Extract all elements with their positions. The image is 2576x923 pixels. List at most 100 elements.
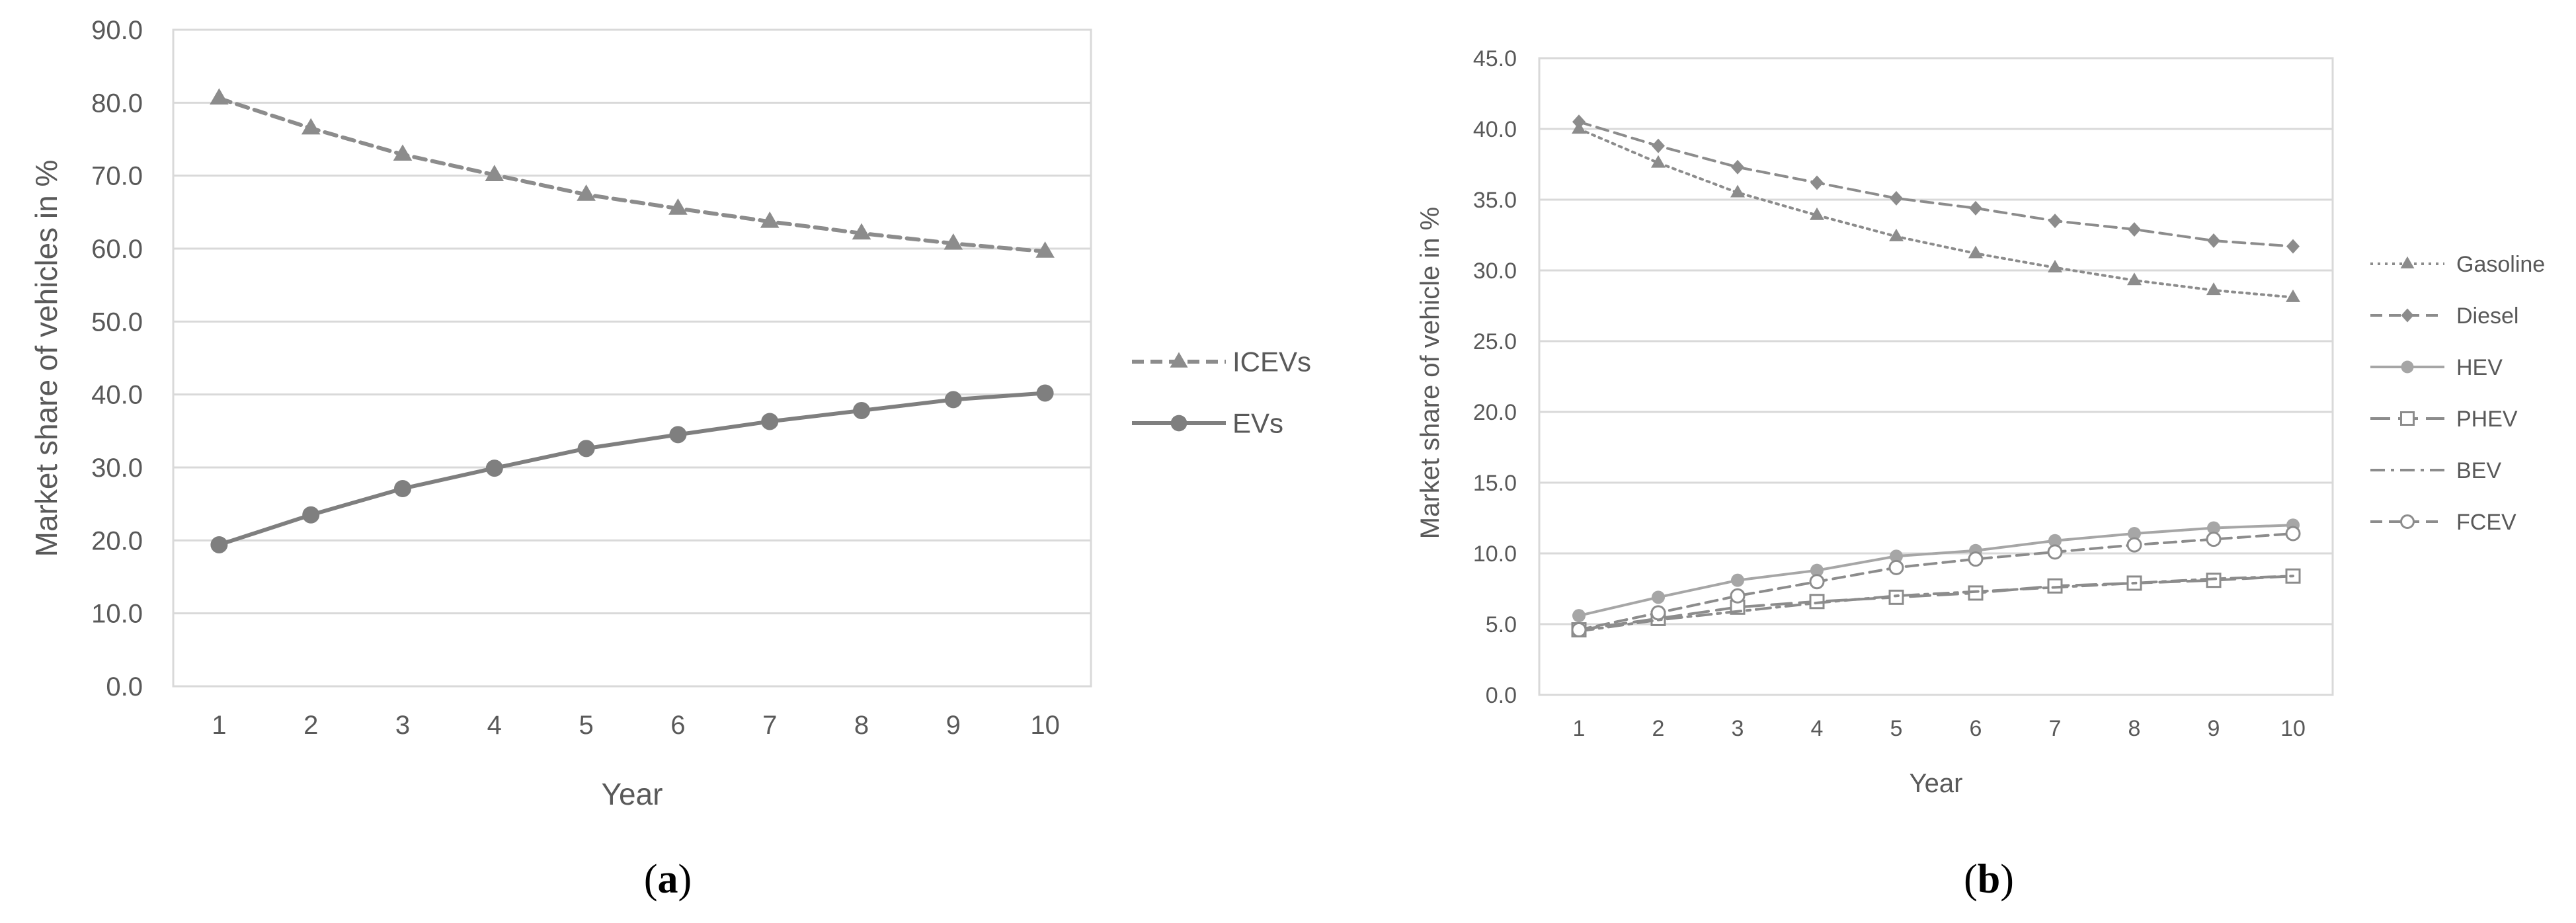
x-tick-label: 8 [2128, 716, 2141, 741]
data-point-diesel [1572, 114, 1586, 130]
x-tick-label: 6 [670, 711, 685, 740]
data-point-fcev [1888, 559, 1904, 575]
x-axis-label: Year [1910, 769, 1963, 798]
data-point-gasoline [1730, 184, 1745, 198]
legend-label-fcev: FCEV [2456, 510, 2516, 535]
x-tick-label: 1 [1573, 716, 1586, 741]
data-point-evs [761, 413, 779, 430]
x-tick-label: 1 [212, 711, 226, 740]
y-tick-label: 50.0 [91, 307, 143, 337]
series-line-diesel [1578, 120, 2294, 248]
y-tick-label: 20.0 [1473, 400, 1517, 425]
data-point-evs [394, 479, 411, 497]
y-tick-label: 35.0 [1473, 188, 1517, 213]
data-point-hev [1810, 563, 1824, 577]
data-point-evs [210, 536, 228, 553]
y-tick-label: 5.0 [1486, 612, 1517, 637]
y-tick-label: 80.0 [91, 89, 143, 118]
chart-panel-a: 0.0 10.0 20.0 30.0 40.0 50.0 60.0 70.0 80.0 9 0.0 … [29, 16, 1311, 902]
x-tick-label: 2 [1652, 716, 1665, 741]
data-point-gasoline [2286, 289, 2300, 302]
x-tick-label: 10 [2280, 716, 2306, 741]
data-point-hev [1652, 590, 1665, 604]
data-point-fcev [1650, 605, 1666, 621]
data-point-gasoline [2127, 272, 2142, 286]
data-point-fcev [2126, 537, 2142, 553]
y-tick-label: 45.0 [1473, 46, 1517, 71]
data-point-diesel [1652, 138, 1665, 153]
data-point-icevs [301, 118, 321, 135]
data-point-evs [1036, 384, 1054, 402]
legend: ICEVs EVs [1132, 346, 1311, 439]
legend-label-icevs: ICEVs [1232, 346, 1311, 378]
legend-marker-phev [2400, 411, 2415, 426]
data-point-fcev [1571, 622, 1587, 638]
y-tick-label: 60.0 [91, 235, 143, 264]
data-point-gasoline [1968, 245, 1983, 259]
y-tick-label: 30.0 [91, 454, 143, 483]
y-tick-label: 40.0 [91, 381, 143, 410]
x-tick-label: 4 [1811, 716, 1824, 741]
series-group [1571, 114, 2301, 638]
data-point-icevs [944, 233, 963, 250]
data-point-evs [302, 506, 320, 524]
x-tick-label: 4 [487, 711, 502, 740]
y-tick-label: 30.0 [1473, 259, 1517, 284]
data-point-evs [944, 391, 962, 409]
gridlines [1539, 128, 2333, 625]
x-tick-labels: 1 2 3 4 5 6 7 8 9 10 [1573, 716, 2306, 741]
x-tick-label: 5 [1890, 716, 1903, 741]
series-line-bev [1578, 575, 2294, 633]
data-point-gasoline [2048, 259, 2062, 272]
data-point-hev [2048, 534, 2062, 547]
caption-open-paren: ( [644, 857, 658, 902]
legend-label-bev: BEV [2456, 458, 2501, 483]
series-line-icevs [217, 96, 1047, 254]
series-line-phev [1578, 575, 2294, 631]
y-tick-labels: 0.0 10.0 20.0 30.0 40.0 50.0 60.0 70.0 80.0 90.0 [91, 16, 143, 702]
data-point-diesel [1890, 190, 1903, 206]
data-point-diesel [2048, 214, 2062, 229]
caption-close-paren: ) [2000, 857, 2014, 902]
y-tick-label: 20.0 [91, 526, 143, 555]
data-point-fcev [1730, 588, 1746, 604]
data-point-icevs [393, 144, 413, 161]
y-tick-label: 25.0 [1473, 329, 1517, 354]
data-point-diesel [1969, 200, 1982, 216]
x-axis-label: Year [602, 777, 663, 811]
x-tick-label: 3 [1732, 716, 1744, 741]
data-point-diesel [2286, 239, 2300, 254]
caption-open-paren: ( [1964, 857, 1978, 902]
y-axis-label: Market share of vehicles in % [29, 160, 63, 557]
data-point-evs [485, 460, 503, 477]
data-point-evs [669, 426, 687, 444]
data-point-fcev [2047, 544, 2063, 560]
series-line-gasoline [1578, 128, 2294, 299]
x-tick-label: 3 [395, 711, 410, 740]
data-point-icevs [852, 223, 871, 240]
data-point-gasoline [1810, 207, 1824, 220]
x-tick-label: 8 [854, 711, 869, 740]
x-tick-label: 10 [1030, 711, 1060, 740]
panel-caption-b: (b) [1964, 857, 2014, 902]
data-point-diesel [2128, 221, 2141, 237]
y-tick-label: 0.0 [1486, 683, 1517, 708]
data-point-icevs [577, 184, 596, 201]
y-tick-label: 10.0 [1473, 542, 1517, 567]
data-point-diesel [2207, 233, 2220, 249]
y-tick-labels: 0.0 5.0 10.0 15.0 20.0 25.0 30.0 35.0 40.0 45.0 [1473, 46, 1517, 708]
x-tick-label: 6 [1970, 716, 1982, 741]
x-tick-label: 2 [303, 711, 318, 740]
data-point-icevs [485, 165, 504, 181]
x-tick-labels: 1 2 3 4 5 6 7 8 9 10 [212, 711, 1060, 740]
legend: Gasoline Diesel HEV PHEV BEV FCEV [2370, 252, 2545, 535]
y-tick-label: 40.0 [1473, 117, 1517, 142]
data-point-gasoline [1651, 155, 1666, 168]
chart-panel-b: 0.0 5.0 10.0 15.0 20.0 25.0 30.0 35.0 40.0 45.0 1… [1416, 46, 2545, 902]
plot-area-border [172, 28, 1092, 688]
data-point-fcev [1809, 574, 1825, 590]
plot-area-border [1538, 57, 2334, 696]
data-point-phev [1888, 589, 1904, 605]
data-point-gasoline [2206, 282, 2221, 296]
x-tick-label: 7 [762, 711, 777, 740]
